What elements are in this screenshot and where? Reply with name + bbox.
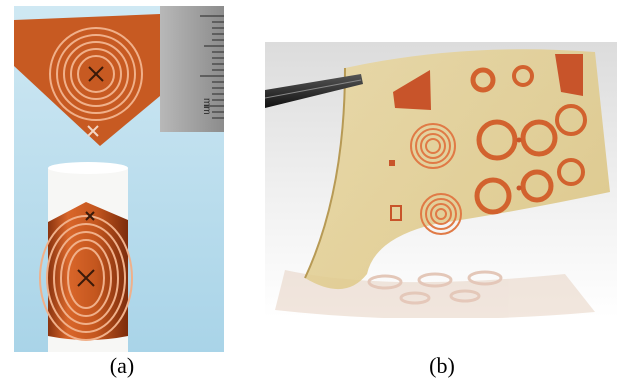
photo-a-illustration: mm (14, 6, 224, 352)
ruler-unit-label: mm (201, 98, 212, 115)
photo-panel-a: mm (14, 6, 224, 352)
panel-a-caption: (a) (109, 353, 135, 378)
flat-coil-sample (14, 14, 160, 146)
panel-b-caption: (b) (429, 353, 455, 378)
metal-ruler: mm (160, 6, 224, 132)
photo-panel-b (265, 42, 617, 318)
curved-film (304, 49, 610, 290)
rolled-coil-sample (39, 162, 133, 352)
tweezers (265, 74, 363, 108)
photo-b-illustration (265, 42, 617, 318)
